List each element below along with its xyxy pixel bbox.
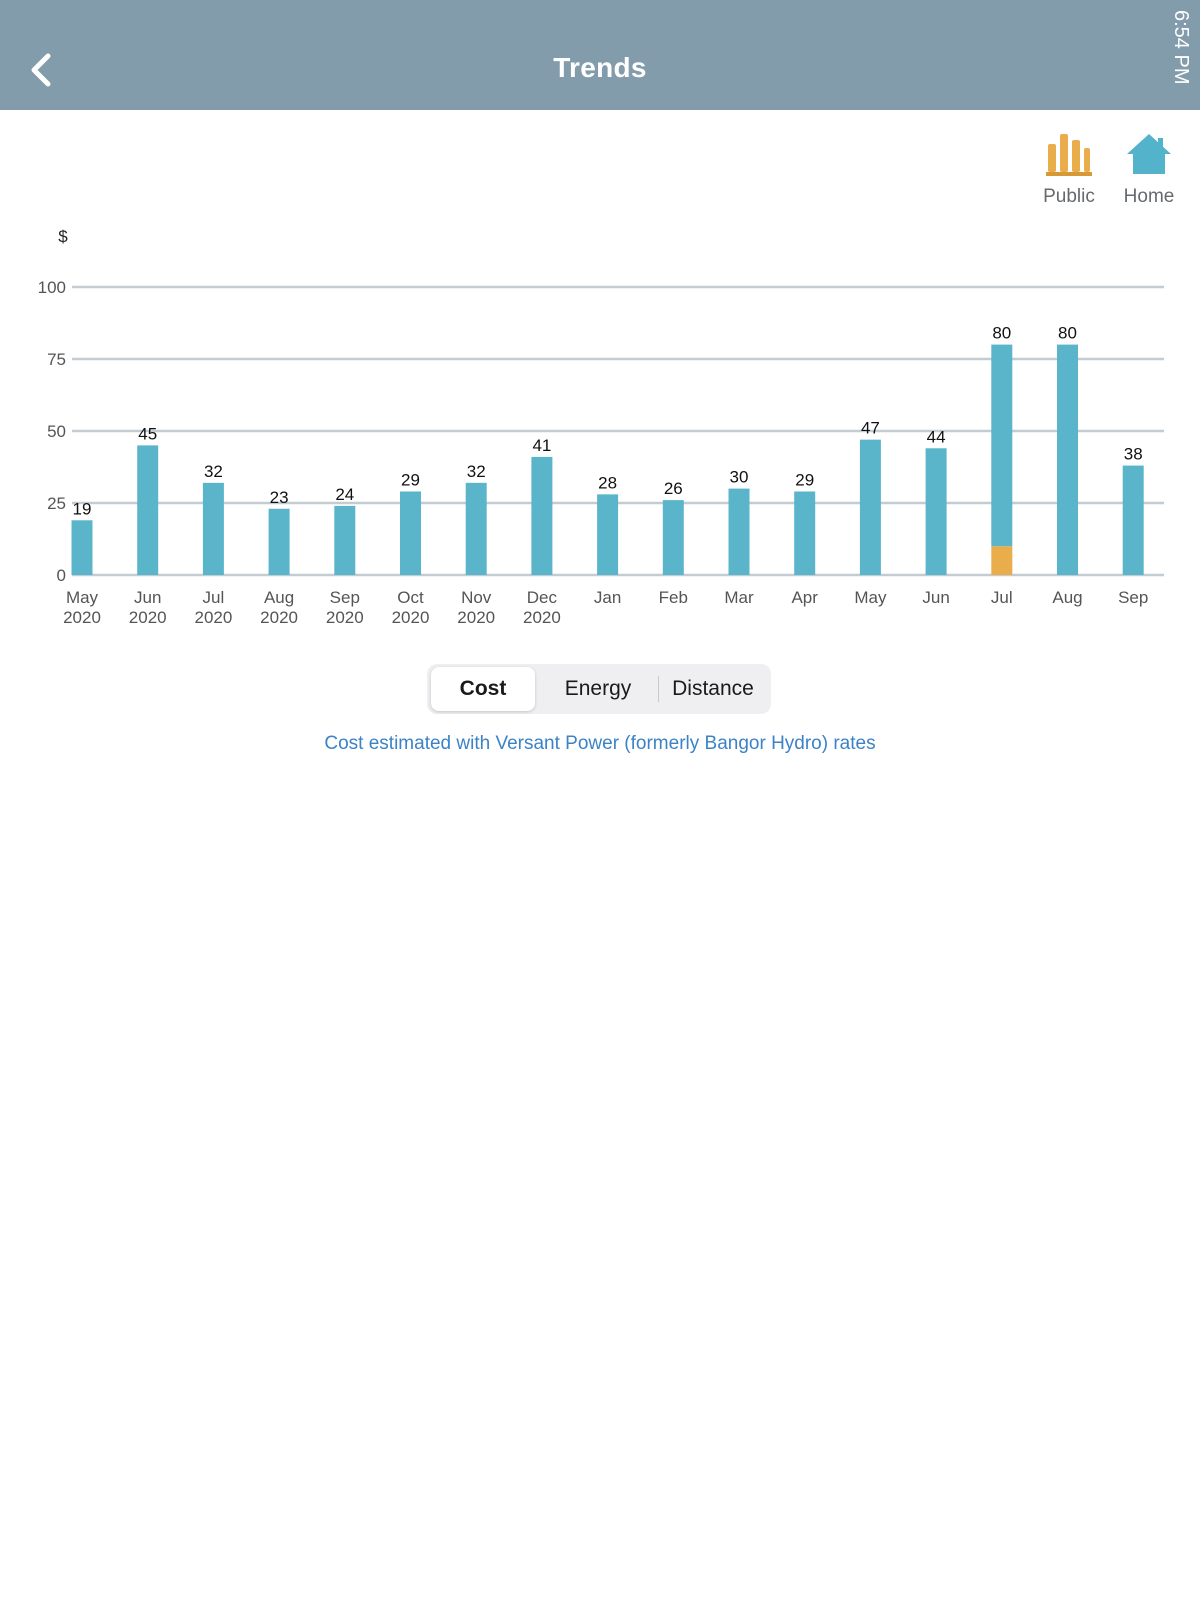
x-tick-label-5: Oct <box>397 588 424 607</box>
x-tick-year-3: 2020 <box>260 608 298 627</box>
y-tick-label-25: 25 <box>47 494 66 513</box>
bar-13-series-1 <box>925 448 947 575</box>
bar-9-series-1 <box>662 500 684 575</box>
y-tick-label-0: 0 <box>57 566 66 585</box>
bar-8-series-1 <box>597 494 619 575</box>
data-label-8: 28 <box>598 473 617 492</box>
public-charging-icon <box>1046 134 1092 176</box>
bar-6-series-1 <box>465 482 487 575</box>
data-label-10: 30 <box>730 468 749 487</box>
segment-energy[interactable]: Energy <box>564 677 632 700</box>
segment-divider <box>658 676 659 702</box>
data-label-9: 26 <box>664 479 683 498</box>
x-tick-label-6: Nov <box>461 588 492 607</box>
data-label-7: 41 <box>532 436 551 455</box>
public-filter-label: Public <box>1043 186 1095 207</box>
x-tick-label-11: Apr <box>791 588 818 607</box>
cost-chart: $025507510019May202045Jun202032Jul202023… <box>38 227 1164 627</box>
x-tick-year-2: 2020 <box>194 608 232 627</box>
data-label-2: 32 <box>204 462 223 481</box>
y-tick-label-100: 100 <box>38 278 66 297</box>
segment-cost[interactable]: Cost <box>431 667 535 711</box>
bar-7-series-1 <box>531 456 553 575</box>
bar-2-series-1 <box>202 482 224 575</box>
metric-segmented-control: Cost Energy Distance <box>427 664 771 714</box>
data-label-1: 45 <box>138 424 157 443</box>
bar-11-series-1 <box>794 491 816 575</box>
bar-14-series-1 <box>991 344 1013 547</box>
y-axis-label: $ <box>58 227 68 246</box>
x-tick-label-16: Sep <box>1118 588 1148 607</box>
bar-3-series-1 <box>268 508 290 575</box>
back-button[interactable] <box>20 38 68 102</box>
x-tick-label-7: Dec <box>527 588 558 607</box>
bar-16-series-1 <box>1122 465 1144 575</box>
x-tick-year-5: 2020 <box>392 608 430 627</box>
x-tick-label-15: Aug <box>1052 588 1082 607</box>
data-label-6: 32 <box>467 462 486 481</box>
home-filter-label: Home <box>1123 186 1175 207</box>
bar-14-series-0 <box>991 546 1013 575</box>
home-filter-button[interactable]: Home <box>1106 130 1192 212</box>
bar-1-series-1 <box>137 445 159 575</box>
status-time-text: 6:54 PM <box>1170 10 1192 85</box>
x-tick-year-1: 2020 <box>129 608 167 627</box>
x-tick-label-3: Aug <box>264 588 294 607</box>
x-tick-label-1: Jun <box>134 588 161 607</box>
x-tick-year-0: 2020 <box>63 608 101 627</box>
x-tick-label-12: May <box>854 588 887 607</box>
bar-0-series-1 <box>71 520 93 575</box>
x-tick-label-4: Sep <box>330 588 360 607</box>
data-label-11: 29 <box>795 470 814 489</box>
y-tick-label-75: 75 <box>47 350 66 369</box>
x-tick-label-14: Jul <box>991 588 1013 607</box>
data-label-16: 38 <box>1124 445 1143 464</box>
segment-distance[interactable]: Distance <box>672 677 754 700</box>
bar-10-series-1 <box>728 488 750 575</box>
data-label-13: 44 <box>927 427 946 446</box>
x-tick-year-6: 2020 <box>457 608 495 627</box>
y-tick-label-50: 50 <box>47 422 66 441</box>
bar-5-series-1 <box>400 491 421 575</box>
nav-bar: Trends 6:54 PM <box>0 0 1200 110</box>
public-filter-button[interactable]: Public <box>1026 130 1112 212</box>
page-title: Trends <box>553 52 647 83</box>
data-label-0: 19 <box>73 499 92 518</box>
data-label-4: 24 <box>335 485 354 504</box>
data-label-3: 23 <box>270 488 289 507</box>
data-label-14: 80 <box>992 324 1011 343</box>
home-icon <box>1127 134 1171 174</box>
chevron-left-icon <box>31 53 51 87</box>
rates-info-link[interactable]: Cost estimated with Versant Power (forme… <box>324 733 876 754</box>
x-tick-year-4: 2020 <box>326 608 364 627</box>
data-label-12: 47 <box>861 419 880 438</box>
x-tick-label-0: May <box>66 588 99 607</box>
x-tick-label-10: Mar <box>724 588 754 607</box>
data-label-15: 80 <box>1058 324 1077 343</box>
bar-4-series-1 <box>334 505 356 575</box>
data-label-5: 29 <box>401 470 420 489</box>
x-tick-label-9: Feb <box>659 588 688 607</box>
status-bar-time: 6:54 PM <box>1164 10 1198 120</box>
x-tick-label-2: Jul <box>203 588 225 607</box>
bar-12-series-1 <box>859 439 881 575</box>
x-tick-label-13: Jun <box>922 588 949 607</box>
x-tick-label-8: Jan <box>594 588 621 607</box>
x-tick-year-7: 2020 <box>523 608 561 627</box>
bar-15-series-1 <box>1057 344 1078 575</box>
